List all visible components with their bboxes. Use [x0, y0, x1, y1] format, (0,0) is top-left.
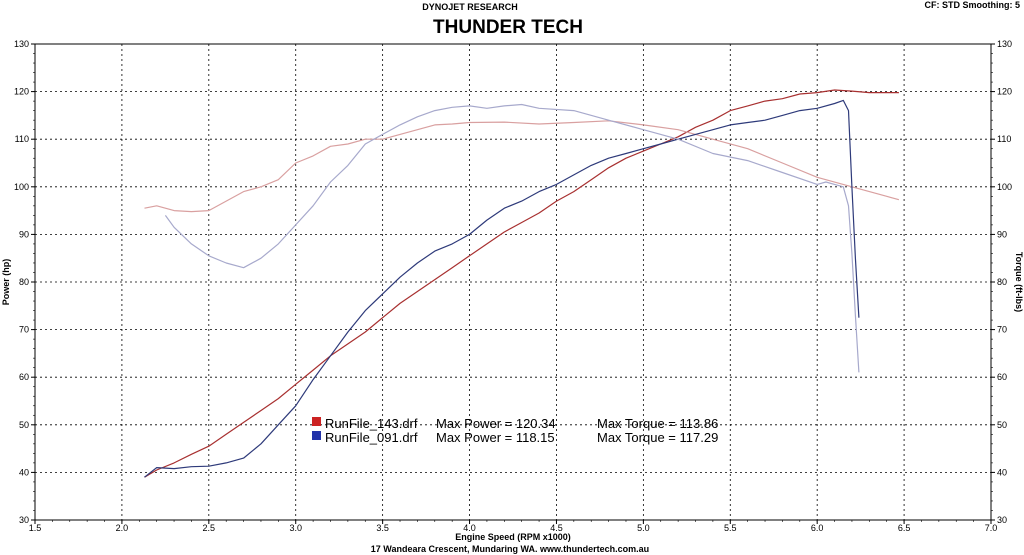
series-line-runfile-091-drf-torque	[164, 103, 860, 373]
y2-axis-label: Torque (ft-lbs)	[1014, 252, 1024, 312]
legend: RunFile_143.drf Max Power = 120.34 Max T…	[312, 416, 718, 445]
legend-torque-091: Max Torque = 117.29	[597, 430, 718, 445]
y-tick-label: 50	[19, 420, 29, 430]
y-tick-label: 120	[14, 87, 29, 97]
y-axis-label: Power (hp)	[1, 259, 11, 306]
x-tick-label: 7.0	[985, 523, 998, 533]
y2-tick-label: 90	[997, 229, 1007, 239]
y-tick-label: 110	[15, 134, 29, 144]
legend-power-091: Max Power = 118.15	[436, 430, 555, 445]
plot-area	[34, 43, 992, 521]
x-tick-label: 1.5	[29, 523, 42, 533]
y-tick-label: 40	[19, 467, 29, 477]
y-axis-ticks: 30 40 50 60 70 80 90 100 110 120 130	[14, 39, 35, 525]
y2-tick-label: 110	[997, 134, 1011, 144]
y-tick-label: 130	[14, 39, 29, 49]
y2-tick-label: 70	[997, 325, 1007, 335]
x-tick-label: 2.5	[203, 523, 216, 533]
x-tick-label: 3.5	[376, 523, 389, 533]
chart-subtitle: DYNOJET RESEARCH	[422, 2, 518, 12]
x-tick-label: 4.0	[463, 523, 476, 533]
y2-tick-label: 40	[997, 467, 1007, 477]
x-axis-label: Engine Speed (RPM x1000)	[455, 532, 571, 542]
y2-tick-label: 50	[997, 420, 1007, 430]
grid-lines	[35, 44, 991, 520]
legend-torque-143: Max Torque = 113.86	[597, 416, 718, 431]
x-axis-ticks: 1.5 2.0 2.5 3.0 3.5 4.0 4.5 5.0 5.5 6.0 6.5 7.0	[29, 520, 998, 533]
x-tick-label: 4.5	[550, 523, 563, 533]
series-line-runfile-143-drf-power	[144, 89, 899, 478]
legend-file-143: RunFile_143.drf	[325, 416, 418, 431]
y2-tick-label: 60	[997, 372, 1007, 382]
x-tick-label: 5.0	[637, 523, 650, 533]
y-tick-label: 90	[19, 229, 29, 239]
y-tick-label: 70	[19, 325, 29, 335]
legend-swatch-143	[312, 417, 321, 426]
series-line-runfile-091-drf-power	[144, 99, 860, 478]
y-tick-label: 100	[14, 182, 29, 192]
settings-readout: CF: STD Smoothing: 5	[925, 0, 1021, 10]
footer-address: 17 Wandeara Crescent, Mundaring WA. www.…	[371, 544, 649, 554]
x-tick-label: 6.0	[811, 523, 824, 533]
chart-title: THUNDER TECH	[433, 17, 583, 38]
y2-axis-ticks: 30 40 50 60 70 80 90 100 110 120 130	[991, 39, 1012, 525]
series-lines	[144, 89, 900, 478]
x-tick-label: 5.5	[724, 523, 737, 533]
y2-tick-label: 100	[997, 182, 1012, 192]
x-tick-label: 3.0	[289, 523, 302, 533]
y-tick-label: 30	[19, 515, 29, 525]
y2-tick-label: 130	[997, 39, 1012, 49]
x-tick-label: 2.0	[116, 523, 129, 533]
y2-tick-label: 80	[997, 277, 1007, 287]
legend-file-091: RunFile_091.drf	[325, 430, 418, 445]
y2-tick-label: 30	[997, 515, 1007, 525]
legend-power-143: Max Power = 120.34	[436, 416, 556, 431]
legend-swatch-091	[312, 431, 321, 440]
y-tick-label: 80	[19, 277, 29, 287]
y-tick-label: 60	[19, 372, 29, 382]
y2-tick-label: 120	[997, 87, 1012, 97]
x-tick-label: 6.5	[898, 523, 911, 533]
series-line-runfile-143-drf-torque	[144, 120, 900, 213]
